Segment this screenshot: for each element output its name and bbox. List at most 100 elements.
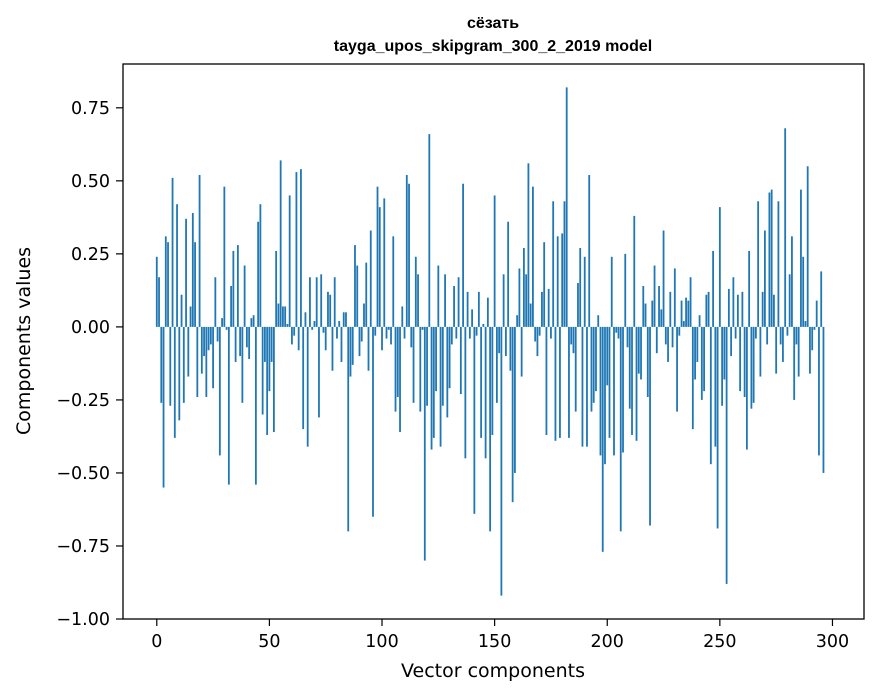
bar-275 xyxy=(775,326,778,374)
bar-11 xyxy=(180,294,183,327)
bar-252 xyxy=(723,326,726,380)
bar-61 xyxy=(293,326,296,336)
bar-168 xyxy=(534,326,537,342)
bar-100 xyxy=(381,326,383,351)
bar-187 xyxy=(577,283,579,327)
bar-25 xyxy=(212,326,214,389)
bar-194 xyxy=(592,326,595,403)
bar-200 xyxy=(606,326,609,386)
bar-8 xyxy=(173,326,176,438)
bar-188 xyxy=(579,248,582,327)
bar-84 xyxy=(345,312,347,327)
bar-78 xyxy=(331,326,334,371)
bar-189 xyxy=(581,326,584,447)
bar-117 xyxy=(419,326,422,412)
bar-114 xyxy=(412,326,415,403)
bar-176 xyxy=(552,201,555,327)
bar-139 xyxy=(468,326,471,339)
bar-165 xyxy=(527,163,530,327)
bar-80 xyxy=(336,326,338,339)
bar-247 xyxy=(712,250,714,327)
bar-131 xyxy=(450,326,453,345)
bar-179 xyxy=(559,326,561,438)
bar-69 xyxy=(311,326,314,330)
bar-166 xyxy=(529,303,532,327)
bar-37 xyxy=(239,326,242,357)
bar-156 xyxy=(507,221,510,327)
bar-56 xyxy=(282,306,284,327)
bar-196 xyxy=(597,315,600,327)
bar-126 xyxy=(439,326,442,447)
bar-239 xyxy=(694,326,696,380)
bar-238 xyxy=(691,326,694,430)
bar-55 xyxy=(279,160,282,327)
bar-74 xyxy=(322,326,325,333)
bar-147 xyxy=(486,297,489,327)
bar-141 xyxy=(473,326,476,514)
bar-51 xyxy=(270,326,273,362)
bar-218 xyxy=(646,326,649,397)
bar-177 xyxy=(554,326,557,441)
bar-7 xyxy=(171,177,174,327)
bar-249 xyxy=(716,326,719,529)
bar-284 xyxy=(795,326,798,345)
bar-121 xyxy=(428,134,431,327)
bar-122 xyxy=(430,326,433,450)
bar-9 xyxy=(176,204,178,327)
bar-259 xyxy=(739,326,742,392)
bar-209 xyxy=(626,326,629,348)
x-tick-label: 50 xyxy=(258,632,280,652)
bar-286 xyxy=(800,189,802,327)
bar-88 xyxy=(354,245,356,327)
bar-123 xyxy=(432,326,435,438)
bar-270 xyxy=(764,230,766,327)
bar-13 xyxy=(185,218,187,327)
bar-256 xyxy=(732,277,735,327)
bar-68 xyxy=(309,277,311,327)
bar-221 xyxy=(653,265,656,327)
bar-233 xyxy=(680,300,683,327)
bar-153 xyxy=(500,326,503,596)
bar-135 xyxy=(459,326,462,395)
bar-263 xyxy=(748,250,751,327)
bar-192 xyxy=(588,175,591,327)
y-tick-label: −0.25 xyxy=(56,391,110,411)
bar-86 xyxy=(349,326,352,377)
bar-36 xyxy=(236,245,239,327)
bar-46 xyxy=(259,204,262,327)
bar-210 xyxy=(628,326,631,409)
bar-282 xyxy=(791,236,793,327)
bar-35 xyxy=(234,326,237,362)
bar-253 xyxy=(725,326,728,584)
bar-119 xyxy=(423,326,426,561)
bar-70 xyxy=(313,321,316,327)
bar-203 xyxy=(613,326,615,456)
bar-268 xyxy=(759,326,762,377)
bar-295 xyxy=(820,271,823,327)
bar-279 xyxy=(784,128,787,327)
bar-149 xyxy=(491,326,494,435)
bar-236 xyxy=(687,300,690,327)
bar-272 xyxy=(768,192,771,327)
bar-208 xyxy=(624,253,627,327)
bar-75 xyxy=(324,326,327,351)
bar-228 xyxy=(669,291,672,327)
bar-202 xyxy=(610,256,613,327)
bar-10 xyxy=(178,326,181,421)
bar-157 xyxy=(509,326,512,371)
bar-24 xyxy=(209,326,212,345)
bar-291 xyxy=(811,326,814,351)
bar-261 xyxy=(743,326,746,397)
bar-214 xyxy=(637,326,640,374)
bar-151 xyxy=(495,326,498,403)
bar-108 xyxy=(399,326,401,433)
bar-107 xyxy=(396,326,399,397)
bar-237 xyxy=(689,277,692,327)
bar-251 xyxy=(721,326,724,406)
bar-180 xyxy=(561,233,564,327)
x-tick-label: 200 xyxy=(591,632,624,652)
bar-248 xyxy=(714,326,717,447)
bar-39 xyxy=(243,265,246,327)
bar-125 xyxy=(437,265,440,327)
